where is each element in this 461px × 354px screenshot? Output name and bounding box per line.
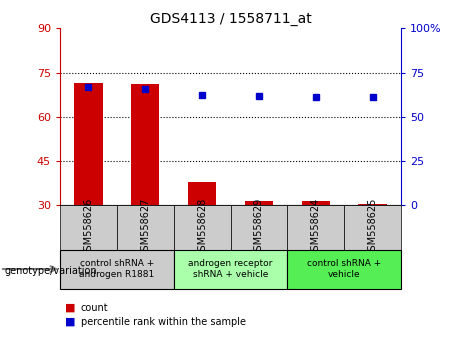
Text: GSM558628: GSM558628	[197, 198, 207, 257]
Text: GSM558626: GSM558626	[83, 198, 94, 257]
Bar	[245, 201, 273, 205]
Text: GSM558629: GSM558629	[254, 198, 264, 257]
Text: ■: ■	[65, 317, 75, 327]
Text: control shRNA +
vehicle: control shRNA + vehicle	[307, 259, 381, 279]
Bar	[358, 204, 387, 205]
Text: count: count	[81, 303, 108, 313]
FancyBboxPatch shape	[230, 205, 287, 250]
Title: GDS4113 / 1558711_at: GDS4113 / 1558711_at	[150, 12, 311, 26]
FancyBboxPatch shape	[117, 205, 174, 250]
Text: control shRNA +
androgen R1881: control shRNA + androgen R1881	[79, 259, 154, 279]
FancyBboxPatch shape	[287, 205, 344, 250]
FancyBboxPatch shape	[174, 250, 287, 289]
FancyBboxPatch shape	[174, 205, 230, 250]
Text: ■: ■	[65, 303, 75, 313]
FancyBboxPatch shape	[60, 250, 174, 289]
Text: genotype/variation: genotype/variation	[5, 266, 97, 276]
Bar	[131, 84, 160, 205]
Text: GSM558624: GSM558624	[311, 198, 321, 257]
Text: percentile rank within the sample: percentile rank within the sample	[81, 317, 246, 327]
FancyBboxPatch shape	[287, 250, 401, 289]
Text: GSM558627: GSM558627	[140, 198, 150, 257]
Bar	[301, 201, 330, 205]
Bar	[74, 83, 102, 205]
Bar	[188, 182, 216, 205]
FancyBboxPatch shape	[344, 205, 401, 250]
Text: GSM558625: GSM558625	[367, 198, 378, 257]
Text: androgen receptor
shRNA + vehicle: androgen receptor shRNA + vehicle	[188, 259, 273, 279]
FancyBboxPatch shape	[60, 205, 117, 250]
